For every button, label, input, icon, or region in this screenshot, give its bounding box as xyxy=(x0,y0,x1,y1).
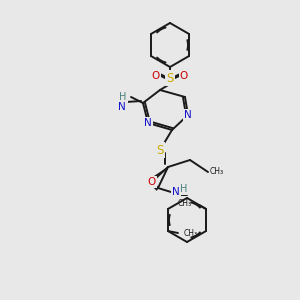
Text: CH₃: CH₃ xyxy=(210,167,224,176)
Text: N: N xyxy=(144,118,152,128)
Text: O: O xyxy=(180,71,188,81)
Text: S: S xyxy=(156,143,164,157)
Text: S: S xyxy=(166,71,174,85)
Text: N: N xyxy=(184,110,192,120)
Text: CH₃: CH₃ xyxy=(184,229,198,238)
Text: O: O xyxy=(148,177,156,187)
Text: H: H xyxy=(180,184,188,194)
Text: H: H xyxy=(119,92,127,102)
Text: N: N xyxy=(172,187,180,197)
Text: CH₃: CH₃ xyxy=(178,200,192,208)
Text: O: O xyxy=(152,71,160,81)
Text: N: N xyxy=(118,102,126,112)
